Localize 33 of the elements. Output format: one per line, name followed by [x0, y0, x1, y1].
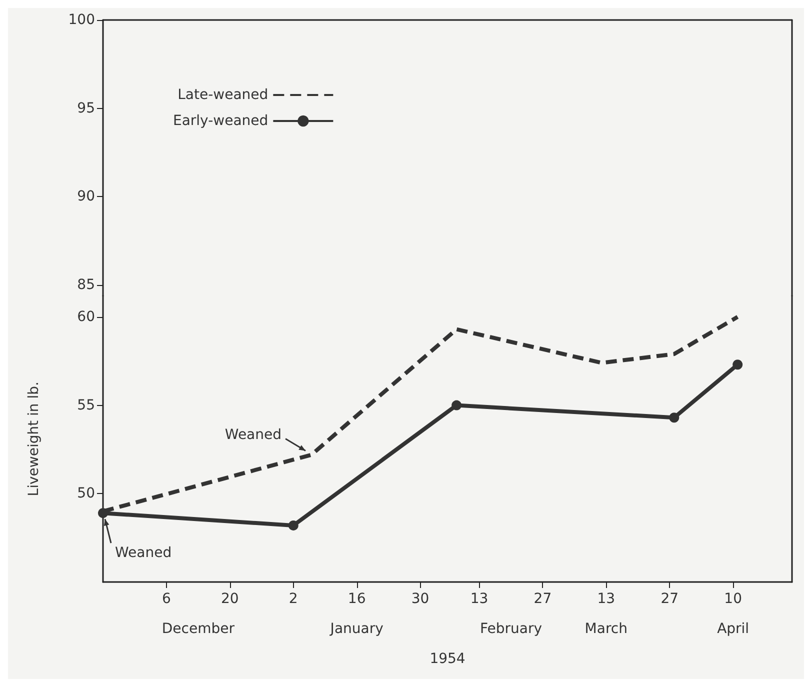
- x-tick-label: 27: [660, 591, 679, 607]
- x2-tick-label: March: [584, 621, 628, 637]
- y-tick-label: 85: [77, 277, 95, 294]
- x-tick-label: 13: [597, 591, 616, 607]
- x-tick-label: 2: [288, 591, 298, 607]
- annotation: Weaned: [115, 545, 172, 562]
- x-tick-label: 27: [534, 591, 552, 607]
- x-tick-label: 13: [470, 591, 488, 607]
- point: [98, 508, 108, 518]
- x2-tick-label: December: [162, 621, 235, 637]
- point: [452, 400, 462, 410]
- y-tick-label: 60: [77, 308, 95, 325]
- y-tick-label: 95: [77, 100, 95, 116]
- x2-tick-label: February: [480, 621, 542, 637]
- legend-label: Late-weaned: [178, 87, 268, 103]
- y-tick-label: 50: [77, 486, 95, 502]
- y-tick-label: 90: [77, 188, 95, 205]
- point: [669, 412, 680, 423]
- y-axis-title: Liveweight in lb.: [26, 382, 42, 496]
- x-tick-label: 20: [221, 591, 239, 607]
- legend-label: Early-weaned: [172, 113, 268, 129]
- y-tick-label: 55: [77, 397, 95, 414]
- point: [732, 360, 743, 370]
- x2-tick-label: April: [717, 621, 750, 637]
- y-tick-label: 100: [68, 12, 95, 28]
- x2-tick-label: January: [329, 621, 384, 637]
- annotation: Weaned: [224, 426, 282, 443]
- x-tick-label: 30: [411, 591, 430, 607]
- x-tick-label: 16: [348, 591, 366, 607]
- x-tick-label: 6: [162, 591, 171, 607]
- x-axis-title: 1954: [430, 651, 466, 667]
- x-tick-label: 10: [724, 591, 742, 607]
- point: [288, 520, 298, 530]
